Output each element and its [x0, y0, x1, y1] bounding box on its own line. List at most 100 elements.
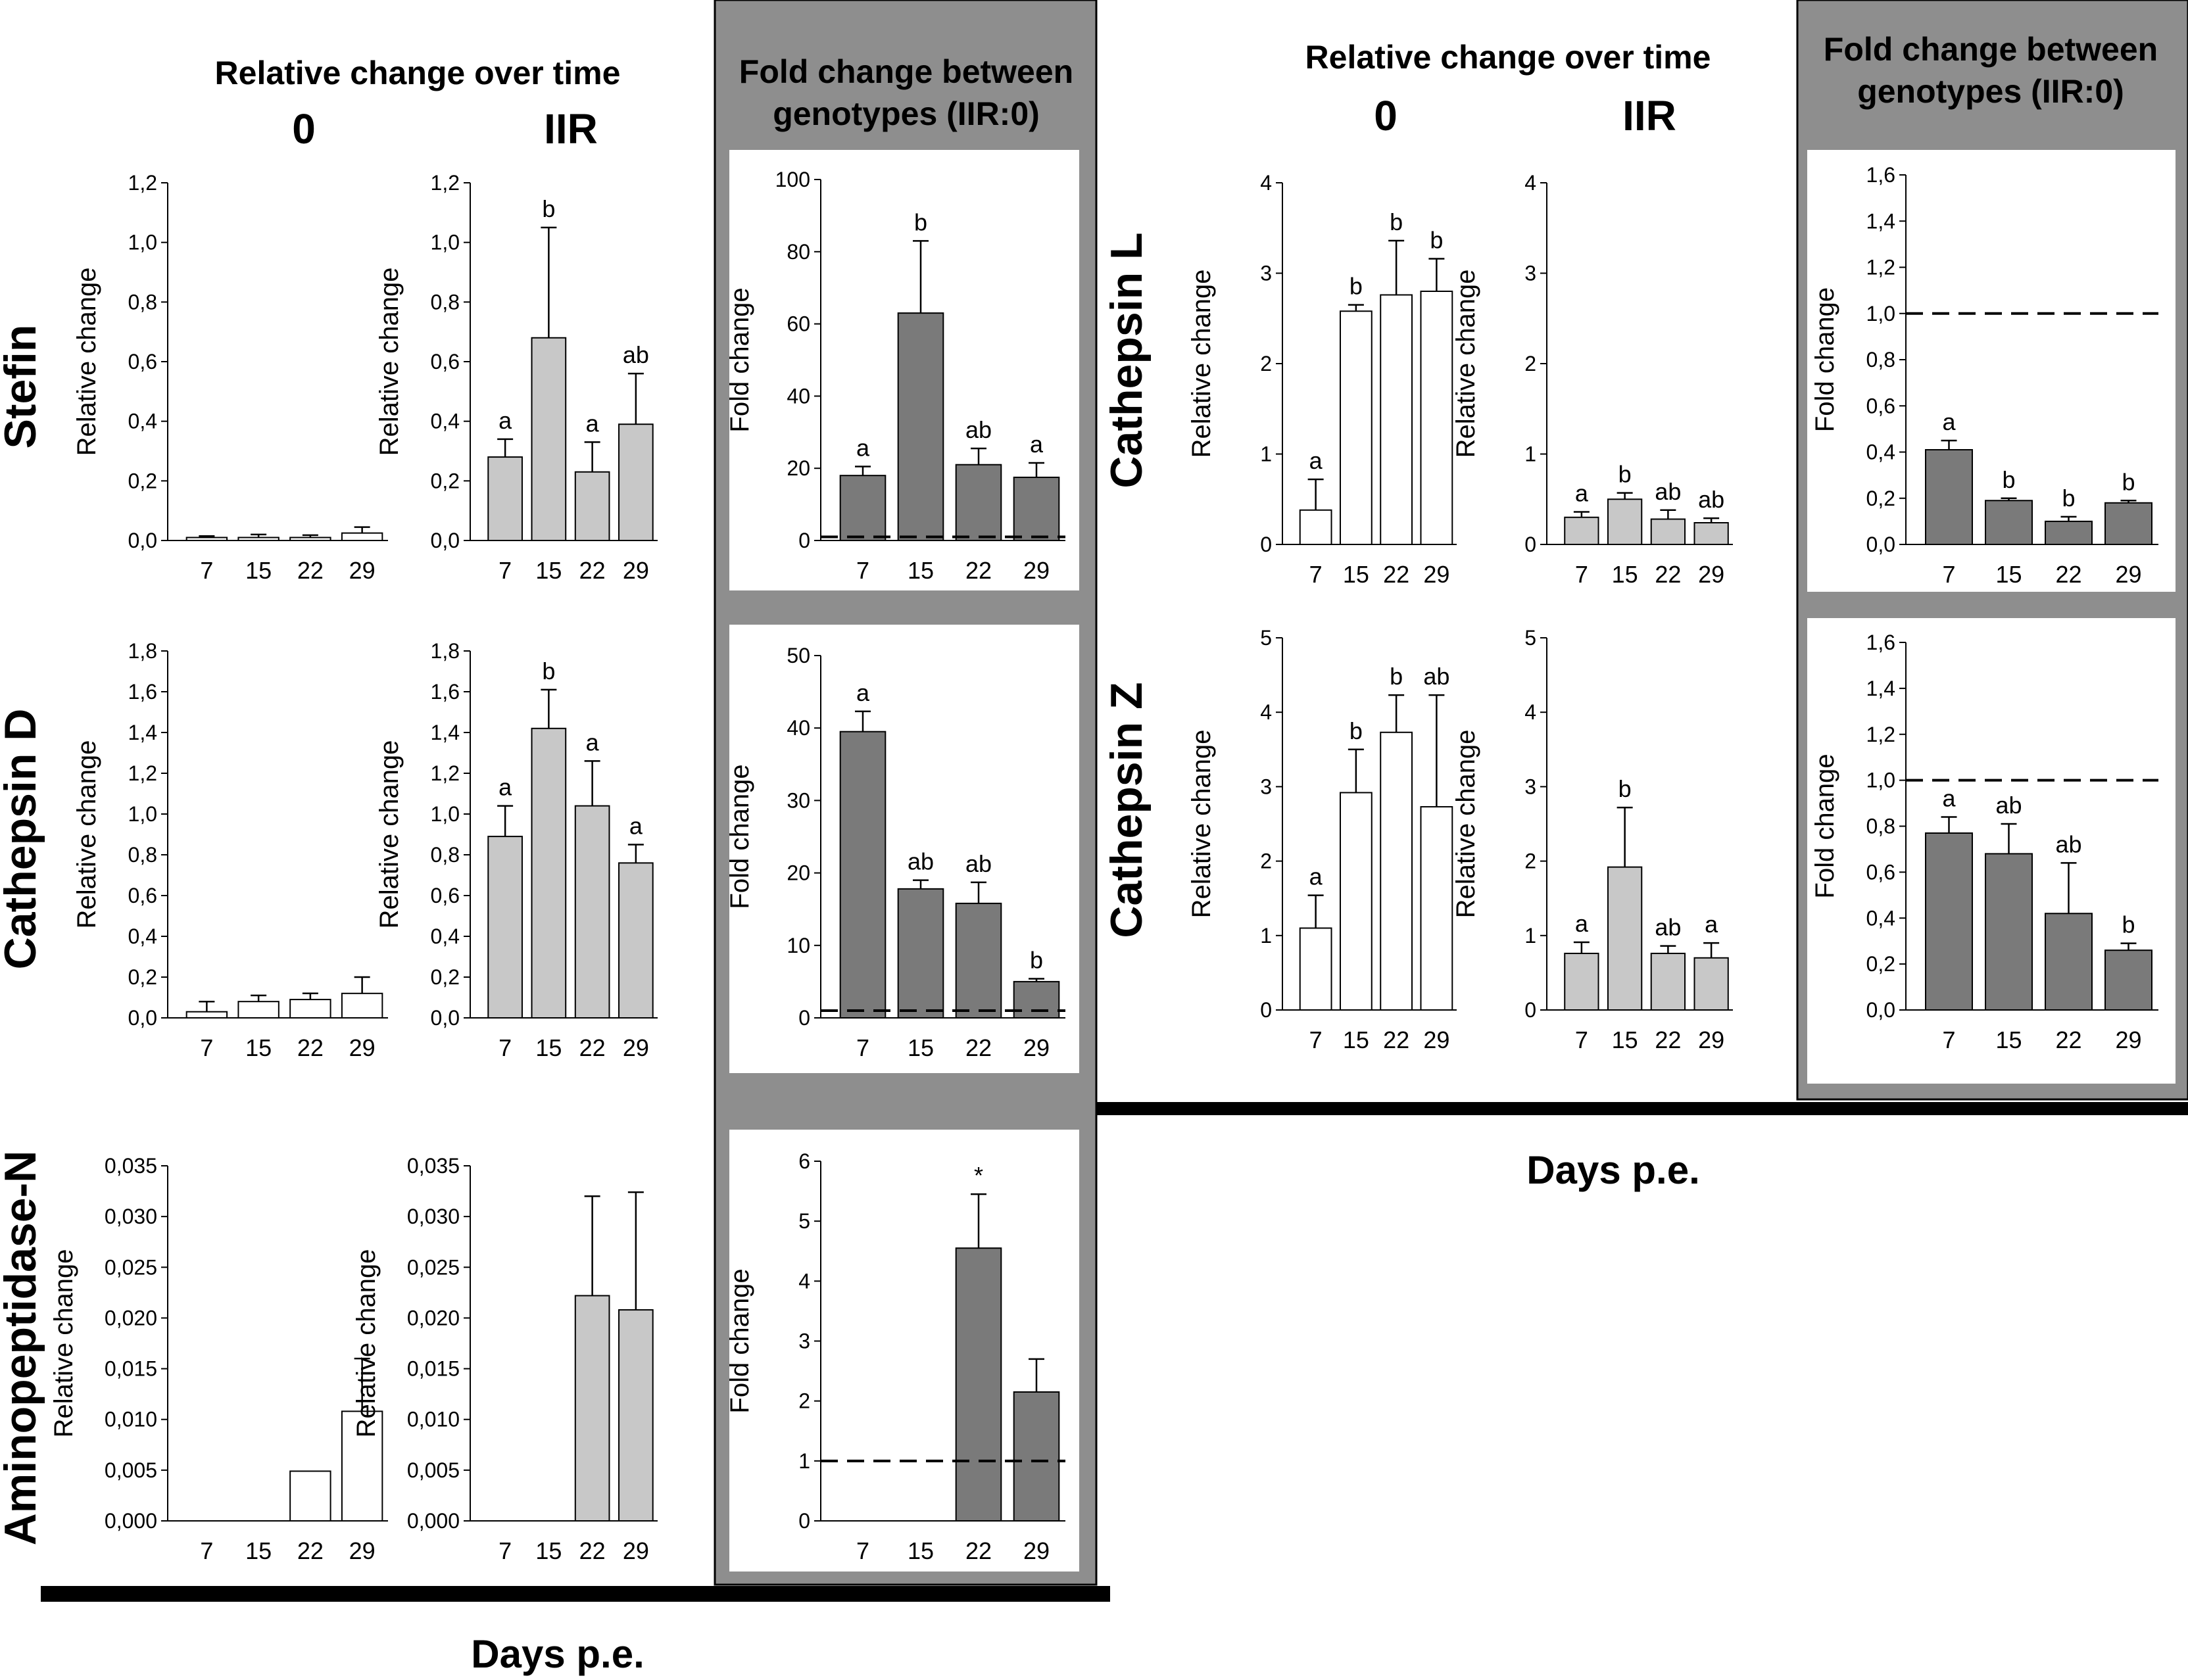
y-tick-label: 0,000 — [105, 1509, 157, 1533]
x-tick-label: 15 — [1612, 561, 1638, 588]
y-tick-label: 0,4 — [1866, 441, 1895, 464]
y-tick-label: 1 — [1260, 443, 1272, 466]
bar — [1420, 291, 1453, 545]
header-genotype-iir-left: IIR — [544, 105, 598, 153]
baseline-left — [41, 1586, 1110, 1602]
y-axis-label: Relative change — [375, 740, 404, 929]
y-tick-label: 1,2 — [128, 171, 157, 195]
x-tick-label: 29 — [1023, 1537, 1050, 1564]
y-tick-label: 80 — [787, 240, 810, 264]
y-tick-label: 4 — [1524, 171, 1536, 195]
y-tick-label: 1 — [1524, 924, 1536, 948]
y-tick-label: 0,035 — [105, 1154, 157, 1178]
bar — [1564, 952, 1599, 1011]
x-tick-label: 29 — [349, 1537, 376, 1564]
y-tick-label: 0,015 — [105, 1357, 157, 1381]
x-tick-label: 15 — [1343, 1026, 1369, 1053]
chart-stefin-iir: 0,0 0,2 0,4 0,6 0,8 1,0 1,2 Relative change a 7 b 1… — [375, 171, 658, 584]
x-tick-label: 29 — [1698, 561, 1724, 588]
bar — [1013, 476, 1060, 541]
x-tick-label: 29 — [2115, 1026, 2141, 1053]
y-tick-label: 2 — [1260, 352, 1272, 375]
y-tick-label: 1 — [1524, 443, 1536, 466]
bar — [1339, 792, 1373, 1011]
x-tick-label: 22 — [297, 1537, 324, 1564]
significance-letter: b — [542, 658, 555, 684]
y-tick-label: 0,6 — [128, 350, 157, 373]
y-tick-label: 5 — [1524, 626, 1536, 650]
x-tick-label: 22 — [1655, 1026, 1681, 1053]
x-tick-label: 22 — [965, 557, 992, 584]
x-tick-label: 7 — [856, 557, 869, 584]
x-tick-label: 7 — [856, 1537, 869, 1564]
significance-letter: a — [586, 410, 600, 437]
x-tick-label: 7 — [1575, 1026, 1588, 1053]
y-tick-label: 0,8 — [128, 843, 157, 867]
y-tick-label: 30 — [787, 788, 810, 812]
x-tick-label: 15 — [1995, 561, 2022, 588]
y-tick-label: 3 — [1260, 262, 1272, 285]
y-tick-label: 0,6 — [431, 884, 460, 907]
gene-label-cathepsin-z: Cathepsin Z — [1102, 682, 1152, 938]
days-label-right: Days p.e. — [1526, 1148, 1699, 1192]
x-tick-label: 22 — [965, 1537, 992, 1564]
bar — [2045, 520, 2093, 545]
x-tick-label: 22 — [1383, 561, 1409, 588]
significance-letter: a — [1309, 863, 1323, 890]
y-tick-label: 1 — [1260, 924, 1272, 948]
header-genotype-0-left: 0 — [292, 105, 316, 153]
y-tick-label: 0,4 — [128, 924, 157, 948]
y-tick-label: 0,4 — [128, 410, 157, 433]
significance-letter: ab — [908, 848, 934, 875]
y-axis-label: Fold change — [1811, 287, 1839, 432]
x-tick-label: 29 — [349, 1034, 376, 1061]
y-tick-label: 0,2 — [1866, 487, 1895, 510]
significance-letter: ab — [965, 850, 992, 877]
y-tick-label: 0,0 — [128, 1006, 157, 1030]
bar — [237, 537, 280, 542]
x-tick-label: 7 — [200, 1537, 213, 1564]
y-tick-label: 0 — [1260, 533, 1272, 556]
y-tick-label: 40 — [787, 716, 810, 740]
bar — [1564, 516, 1599, 545]
x-tick-label: 7 — [498, 1537, 512, 1564]
y-tick-label: 10 — [787, 934, 810, 957]
bar — [1693, 522, 1729, 545]
bar — [1380, 731, 1413, 1011]
bar — [289, 537, 331, 542]
significance-letter: ab — [1698, 486, 1724, 513]
bar — [1650, 518, 1686, 545]
y-tick-label: 2 — [1524, 850, 1536, 873]
x-tick-label: 15 — [908, 1034, 934, 1061]
y-tick-label: 1,8 — [431, 639, 460, 663]
bar — [531, 727, 567, 1019]
y-tick-label: 1,6 — [128, 680, 157, 704]
significance-letter: a — [629, 813, 643, 840]
significance-letter: ab — [1995, 792, 2022, 819]
significance-letter: a — [1575, 480, 1589, 507]
header-fold-change-left-line1: Fold change between — [739, 53, 1073, 90]
bar — [1339, 310, 1373, 545]
x-tick-label: 22 — [1383, 1026, 1409, 1053]
x-tick-label: 22 — [2055, 1026, 2081, 1053]
y-axis-label: Relative change — [375, 268, 404, 456]
significance-letter: ab — [1423, 663, 1449, 690]
bar — [531, 337, 567, 541]
y-tick-label: 5 — [1260, 626, 1272, 650]
y-axis-label: Relative change — [1451, 730, 1480, 919]
y-tick-label: 1,4 — [1866, 677, 1895, 700]
significance-letter: a — [1309, 447, 1323, 474]
significance-letter: ab — [1655, 478, 1681, 505]
y-tick-label: 1,0 — [128, 802, 157, 826]
header-fold-change-right-line2: genotypes (IIR:0) — [1857, 73, 2124, 110]
x-tick-label: 15 — [535, 557, 562, 584]
bar — [574, 471, 610, 542]
y-tick-label: 0,005 — [407, 1458, 460, 1482]
x-tick-label: 15 — [245, 557, 272, 584]
bar — [574, 1295, 610, 1522]
chart-stefin-0: 0,0 0,2 0,4 0,6 0,8 1,0 1,2 Relative change 7 15 2… — [72, 171, 388, 584]
y-tick-label: 4 — [1260, 171, 1272, 195]
bar — [341, 1410, 383, 1522]
x-tick-label: 22 — [2055, 561, 2081, 588]
